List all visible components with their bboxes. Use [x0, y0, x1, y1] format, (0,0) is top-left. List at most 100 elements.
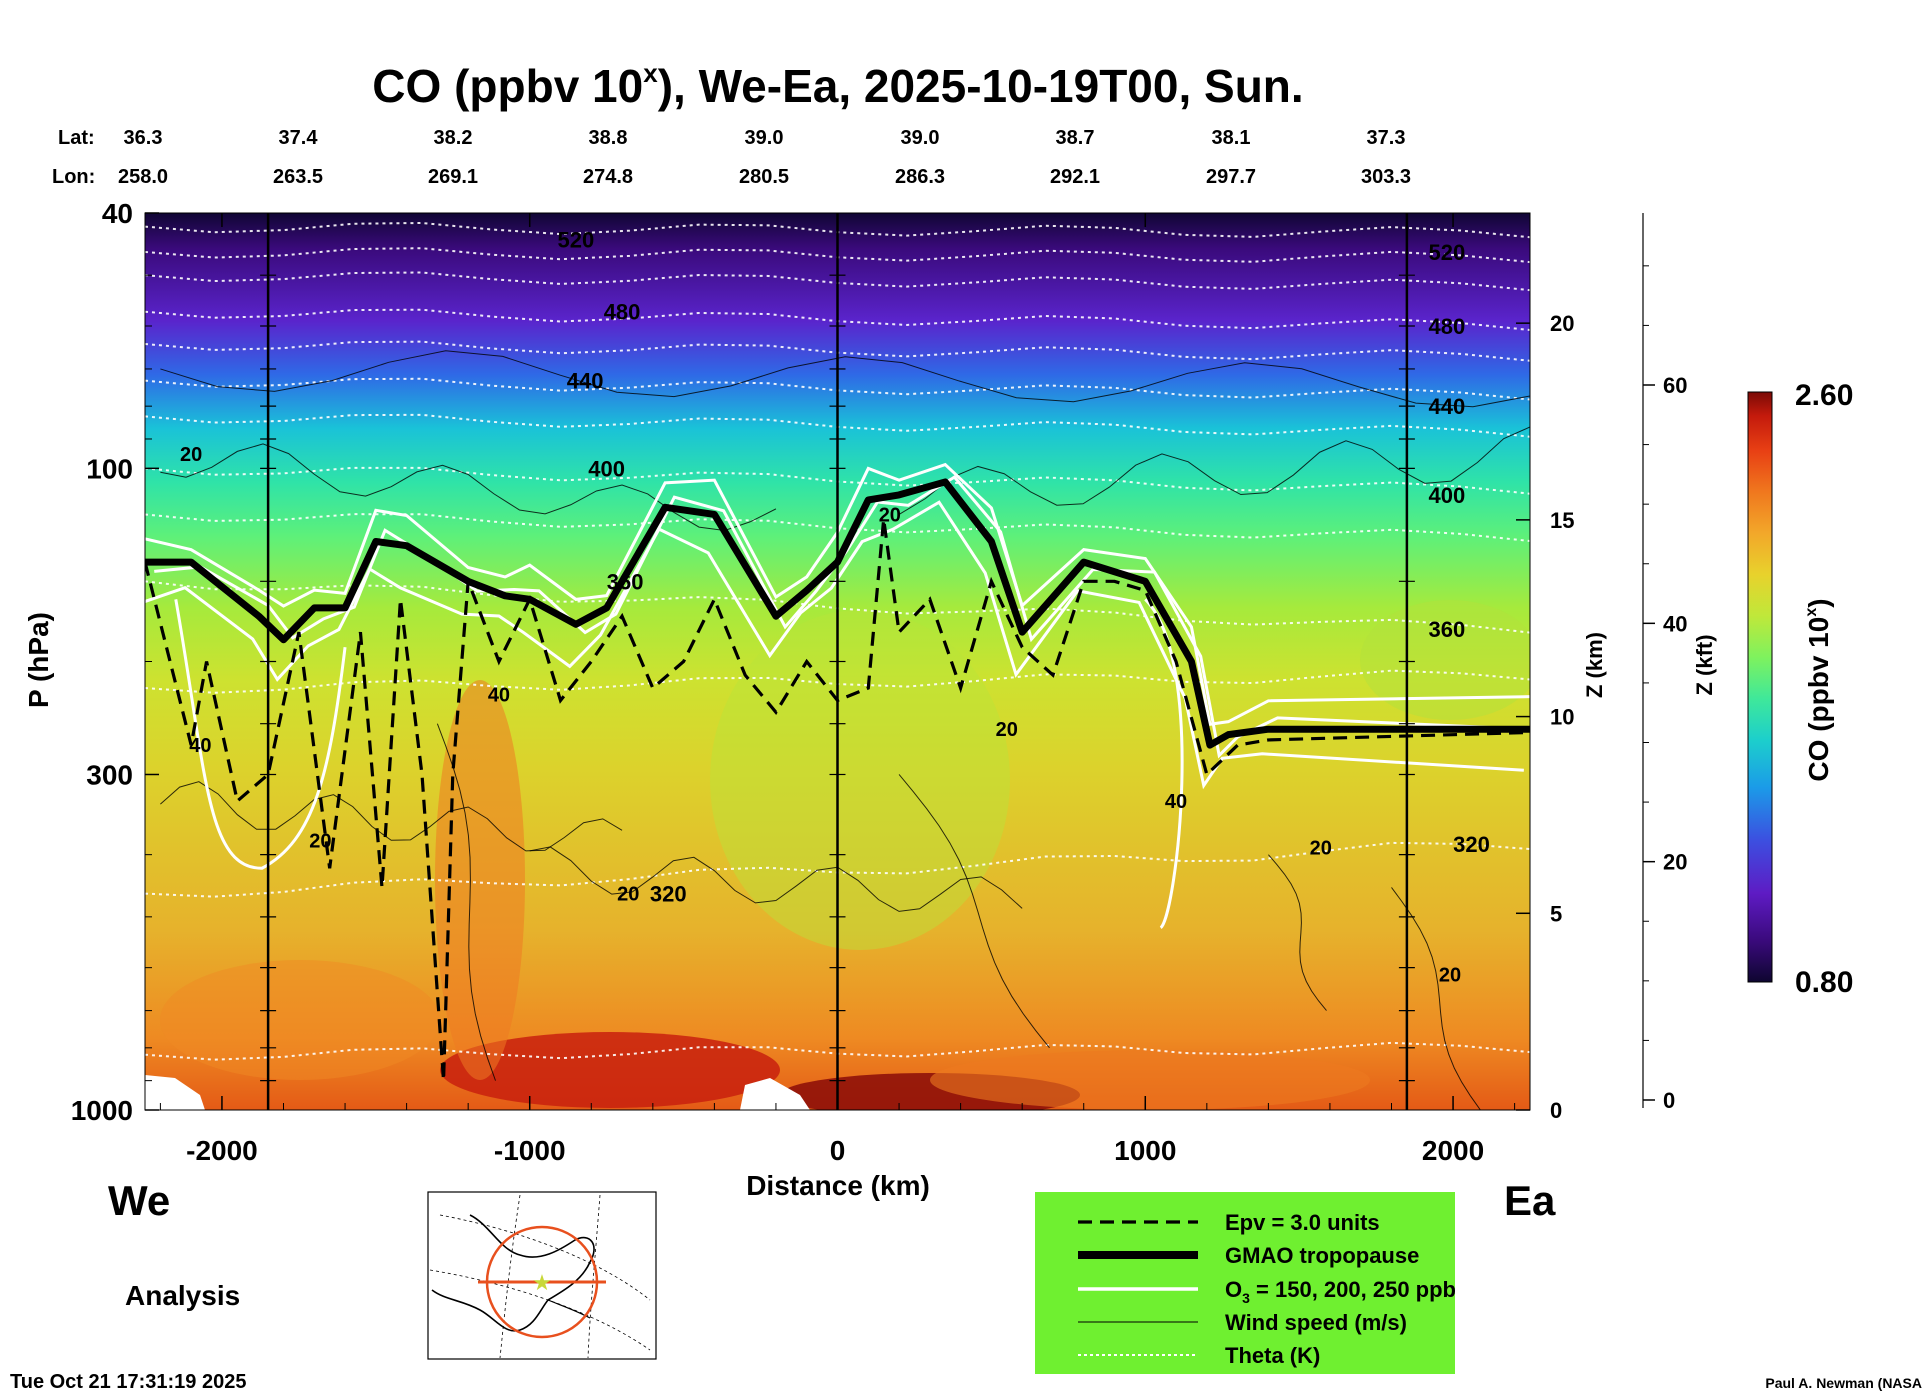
co-mid-region — [710, 610, 1010, 950]
lon-value: 286.3 — [895, 166, 945, 188]
wind-label: 20 — [879, 504, 901, 526]
lon-value: 297.7 — [1206, 166, 1256, 188]
wind-contour-line — [160, 350, 1530, 408]
ozone-contour-line — [174, 599, 347, 870]
y-axis-ticks: 40 100 300 1000 — [71, 198, 159, 1126]
wind-label: 20 — [996, 719, 1018, 741]
inset-map-gridline — [587, 1194, 601, 1359]
east-label: Ea — [1504, 1177, 1556, 1224]
co-high-blob — [930, 1050, 1370, 1110]
z-kft-tick-label: 20 — [1663, 850, 1687, 875]
y-axis-label: P (hPa) — [23, 612, 54, 708]
no-data-patch — [145, 1075, 205, 1110]
ozone-contour-line — [145, 500, 1524, 790]
colorbar — [1747, 391, 1773, 983]
lon-value: 258.0 — [118, 166, 168, 188]
theta-label: 480 — [604, 300, 641, 325]
wind-contour-line — [1391, 887, 1481, 1110]
x-tick-label: 2000 — [1422, 1135, 1484, 1166]
theta-label: 360 — [607, 569, 644, 594]
lat-lon-labels: 36.3 37.4 38.2 38.8 39.0 39.0 38.7 38.1 37.3 258.… — [118, 127, 1411, 188]
legend-tropopause-label: GMAO tropopause — [1225, 1243, 1419, 1268]
y-tick-label: 40 — [102, 198, 133, 229]
z-km-axis-label: Z (km) — [1582, 632, 1607, 698]
x-tick-label: -2000 — [186, 1135, 258, 1166]
epv-contour — [145, 518, 1530, 1081]
wind-label: 20 — [309, 830, 331, 852]
lon-value: 263.5 — [273, 166, 323, 188]
wind-contour-line — [529, 846, 1023, 912]
x-tick-label: -1000 — [494, 1135, 566, 1166]
theta-label: 400 — [588, 456, 625, 481]
wind-label: 40 — [488, 684, 510, 706]
theta-label: 320 — [1453, 832, 1490, 857]
wind-contour-line — [1268, 854, 1327, 1011]
lat-value: 38.2 — [434, 127, 473, 149]
legend-theta-label: Theta (K) — [1225, 1343, 1320, 1368]
wind-labels: 20 40 20 40 20 20 20 40 20 20 — [180, 444, 1461, 986]
lon-value: 269.1 — [428, 166, 478, 188]
lat-value: 38.1 — [1212, 127, 1251, 149]
chart-title: CO (ppbv 10x), We-Ea, 2025-10-19T00, Sun… — [372, 58, 1303, 112]
x-axis-label: Distance (km) — [746, 1170, 930, 1201]
z-km-tick-label: 0 — [1550, 1098, 1562, 1123]
analysis-label: Analysis — [125, 1280, 240, 1311]
wind-label: 20 — [1439, 965, 1461, 987]
ozone-contour-line — [145, 462, 1530, 726]
inset-map-gridline — [429, 1269, 651, 1351]
y-tick-label: 300 — [86, 759, 133, 790]
colorbar-max-label: 2.60 — [1795, 379, 1853, 412]
lat-value: 39.0 — [745, 127, 784, 149]
legend-wind-label: Wind speed (m/s) — [1225, 1310, 1407, 1335]
theta-labels: 520 480 440 400 360 320 520 480 440 400 360 320 — [558, 228, 1490, 907]
inset-map-gridline — [439, 1214, 651, 1301]
legend-ozone-label: O3 = 150, 200, 250 ppb — [1225, 1277, 1456, 1306]
inset-map-frame — [427, 1191, 657, 1360]
z-km-tick-label: 15 — [1550, 508, 1574, 533]
co-mid-region — [1360, 600, 1530, 720]
lon-value: 274.8 — [583, 166, 633, 188]
theta-label: 400 — [1429, 483, 1466, 508]
theta-label: 480 — [1429, 314, 1466, 339]
y-tick-label: 100 — [86, 453, 133, 484]
lon-value: 303.3 — [1361, 166, 1411, 188]
wind-label: 20 — [180, 444, 202, 466]
lon-row-label: Lon: — [52, 166, 95, 188]
inset-map: ★ — [427, 1191, 657, 1360]
x-tick-label: 1000 — [1114, 1135, 1176, 1166]
lon-value: 280.5 — [739, 166, 789, 188]
theta-label: 440 — [567, 369, 604, 394]
legend: Epv = 3.0 units GMAO tropopause O3 = 150… — [1035, 1192, 1456, 1374]
colorbar-label: CO (ppbv 10x) — [1803, 598, 1834, 781]
co-high-blob — [160, 960, 440, 1080]
wind-speed-contours — [160, 350, 1530, 1110]
lat-value: 38.7 — [1056, 127, 1095, 149]
co-high-blob — [435, 680, 525, 1080]
y-tick-label: 1000 — [71, 1095, 133, 1126]
lon-value: 292.1 — [1050, 166, 1100, 188]
co-high-blob — [440, 1032, 780, 1108]
z-kft-axis-label: Z (kft) — [1692, 634, 1717, 695]
z-km-tick-label: 5 — [1550, 901, 1562, 926]
x-axis-ticks: -2000 -1000 0 1000 2000 — [159, 213, 1516, 1166]
no-data-patch — [740, 1078, 810, 1110]
theta-label: 520 — [558, 228, 595, 253]
x-tick-label: 0 — [830, 1135, 846, 1166]
theta-label: 320 — [650, 882, 687, 907]
lat-row-label: Lat: — [58, 127, 95, 149]
west-label: We — [108, 1177, 170, 1224]
footer-credit: Paul A. Newman (NASA — [1765, 1375, 1922, 1391]
theta-label: 520 — [1429, 240, 1466, 265]
z-kft-tick-label: 60 — [1663, 373, 1687, 398]
lat-value: 37.4 — [279, 127, 319, 149]
theta-label: 360 — [1429, 617, 1466, 642]
co-heatmap: 520 480 440 400 360 320 520 480 440 400 360 320 20 4… — [145, 213, 1530, 1110]
wind-contour-line — [160, 781, 623, 852]
z-km-tick-label: 20 — [1550, 311, 1574, 336]
theta-label: 440 — [1429, 394, 1466, 419]
z-kft-axis: 0 20 40 60 — [1642, 213, 1687, 1113]
wind-label: 20 — [1310, 838, 1332, 860]
lat-value: 36.3 — [124, 127, 163, 149]
legend-epv-label: Epv = 3.0 units — [1225, 1210, 1380, 1235]
